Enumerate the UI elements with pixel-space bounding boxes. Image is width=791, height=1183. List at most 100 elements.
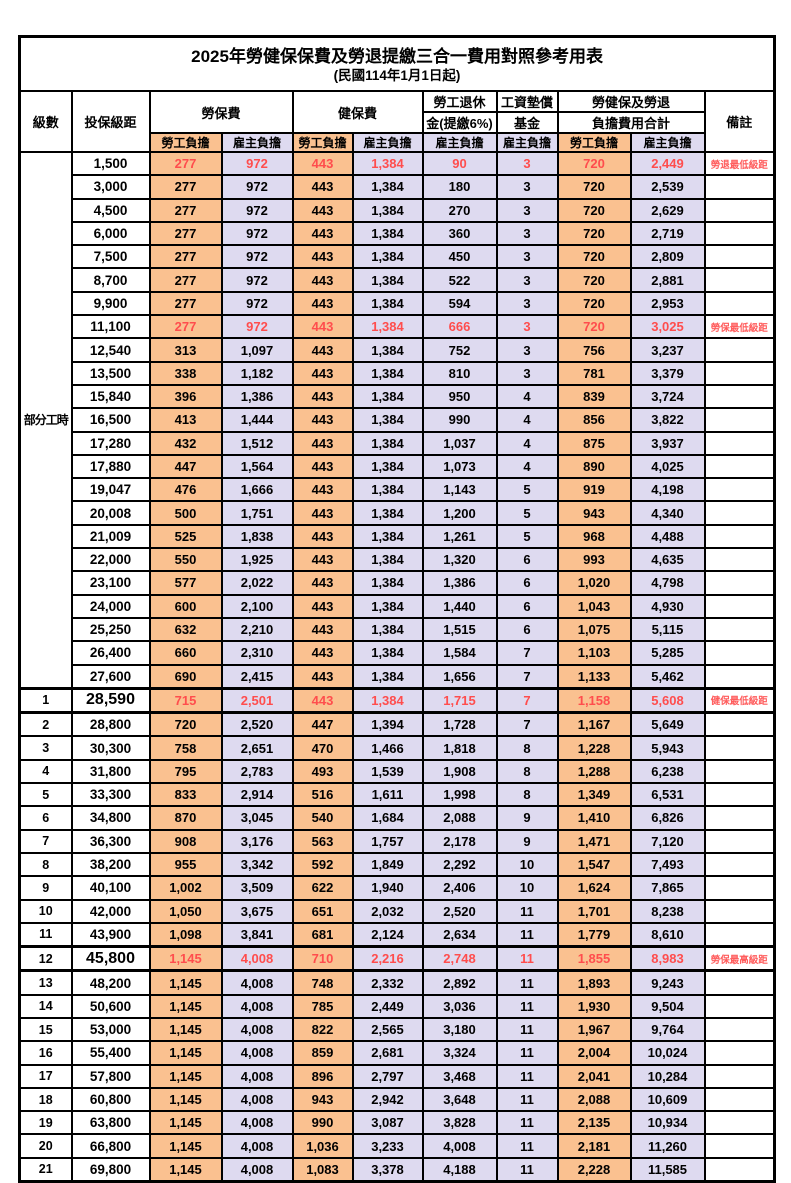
value-cell: 1,611 [351,782,424,808]
value-cell: 3 [495,197,559,223]
value-cell: 2,100 [220,593,294,619]
bracket-cell: 26,400 [70,640,151,666]
value-cell: 2,634 [421,921,498,948]
value-cell: 810 [421,360,498,386]
value-cell: 277 [148,150,223,177]
value-cell: 4,008 [220,945,294,973]
value-cell: 11 [495,993,559,1019]
table-row: 23,100 577 2,022 443 1,384 1,386 6 1,020 4,798 [20,570,776,596]
value-cell: 4,008 [220,1110,294,1136]
value-cell: 2,892 [421,969,498,996]
value-cell: 9 [495,828,559,854]
level-cell: 15 [18,1016,73,1043]
value-cell: 8 [495,758,559,785]
bracket-cell: 17,280 [70,430,151,456]
value-cell: 550 [148,547,223,573]
value-cell: 600 [148,593,223,619]
value-cell: 1,779 [556,921,632,948]
value-cell: 3,724 [629,383,706,410]
value-cell: 4 [495,383,559,410]
table-row: 12,540 313 1,097 443 1,384 752 3 756 3,237 [20,337,776,363]
level-cell: 5 [18,782,73,808]
value-cell: 360 [421,220,498,247]
value-cell: 1,145 [148,1133,223,1159]
remark-cell: 健保最低級距 [703,686,776,715]
value-cell: 4 [495,453,559,480]
value-cell: 756 [556,337,632,363]
table-row: 17,280 432 1,512 443 1,384 1,037 4 875 3,937 [20,430,776,456]
value-cell: 1,757 [351,828,424,854]
value-cell: 90 [421,150,498,177]
remark-cell [703,1063,776,1089]
level-cell: 3 [18,735,73,761]
value-cell: 3 [495,290,559,317]
level-cell: 8 [18,851,73,878]
value-cell: 1,384 [351,360,424,386]
value-cell: 11 [495,1040,559,1066]
value-cell: 972 [220,220,294,247]
value-cell: 11 [495,921,559,948]
value-cell: 2,681 [351,1040,424,1066]
value-cell: 2,783 [220,758,294,785]
remark-cell [703,407,776,433]
value-cell: 1,075 [556,616,632,643]
remark-cell [703,828,776,854]
value-cell: 681 [291,921,354,948]
value-cell: 180 [421,174,498,200]
value-cell: 1,818 [421,735,498,761]
value-cell: 1,083 [291,1156,354,1183]
level-cell: 14 [18,993,73,1019]
table-row: 13 48,200 1,145 4,008 748 2,332 2,892 11 1,893 9,… [18,969,776,996]
table-row: 10 42,000 1,050 3,675 651 2,032 2,520 11 1,701 8,… [18,898,776,924]
remark-cell [703,360,776,386]
value-cell: 1,384 [351,640,424,666]
remark-cell [703,547,776,573]
value-cell: 4,008 [220,1156,294,1183]
value-cell: 955 [148,851,223,878]
title-cell: 2025年勞健保保費及勞退提繳三合一費用對照參考用表 (民國114年1月1日起) [18,35,776,92]
header-total-employer-share: 雇主負擔 [629,132,706,153]
value-cell: 1,684 [351,805,424,831]
value-cell: 443 [291,500,354,526]
value-cell: 443 [291,360,354,386]
value-cell: 11 [495,1156,559,1183]
value-cell: 3,324 [421,1040,498,1066]
header-bracket: 投保級距 [70,90,151,153]
value-cell: 7,120 [629,828,706,854]
value-cell: 516 [291,782,354,808]
value-cell: 1,930 [556,993,632,1019]
value-cell: 7 [495,686,559,715]
table-row: 15 53,000 1,145 4,008 822 2,565 3,180 11 1,967 9,… [18,1016,776,1043]
table-row: 4 31,800 795 2,783 493 1,539 1,908 8 1,288 6,238 [18,758,776,785]
value-cell: 1,145 [148,1086,223,1113]
value-cell: 5,943 [629,735,706,761]
bracket-cell: 8,700 [70,267,151,293]
value-cell: 8,983 [629,945,706,973]
value-cell: 4,008 [220,993,294,1019]
level-cell: 2 [18,711,73,738]
page-subtitle: (民國114年1月1日起) [333,68,461,84]
value-cell: 1,145 [148,969,223,996]
value-cell: 6 [495,547,559,573]
bracket-cell: 25,250 [70,616,151,643]
value-cell: 1,666 [220,477,294,503]
value-cell: 1,471 [556,828,632,854]
value-cell: 6,826 [629,805,706,831]
bracket-cell: 63,800 [70,1110,151,1136]
value-cell: 443 [291,430,354,456]
value-cell: 10 [495,851,559,878]
table-row: 3,000 277 972 443 1,384 180 3 720 2,539 [20,174,776,200]
value-cell: 270 [421,197,498,223]
value-cell: 9,764 [629,1016,706,1043]
level-cell: 4 [18,758,73,785]
value-cell: 11,260 [629,1133,706,1159]
table-row: 22,000 550 1,925 443 1,384 1,320 6 993 4,635 [20,547,776,573]
level-cell: 16 [18,1040,73,1066]
value-cell: 972 [220,150,294,177]
value-cell: 4,008 [220,969,294,996]
value-cell: 4,008 [220,1086,294,1113]
remark-cell [703,267,776,293]
value-cell: 3 [495,360,559,386]
value-cell: 11 [495,898,559,924]
value-cell: 993 [556,547,632,573]
